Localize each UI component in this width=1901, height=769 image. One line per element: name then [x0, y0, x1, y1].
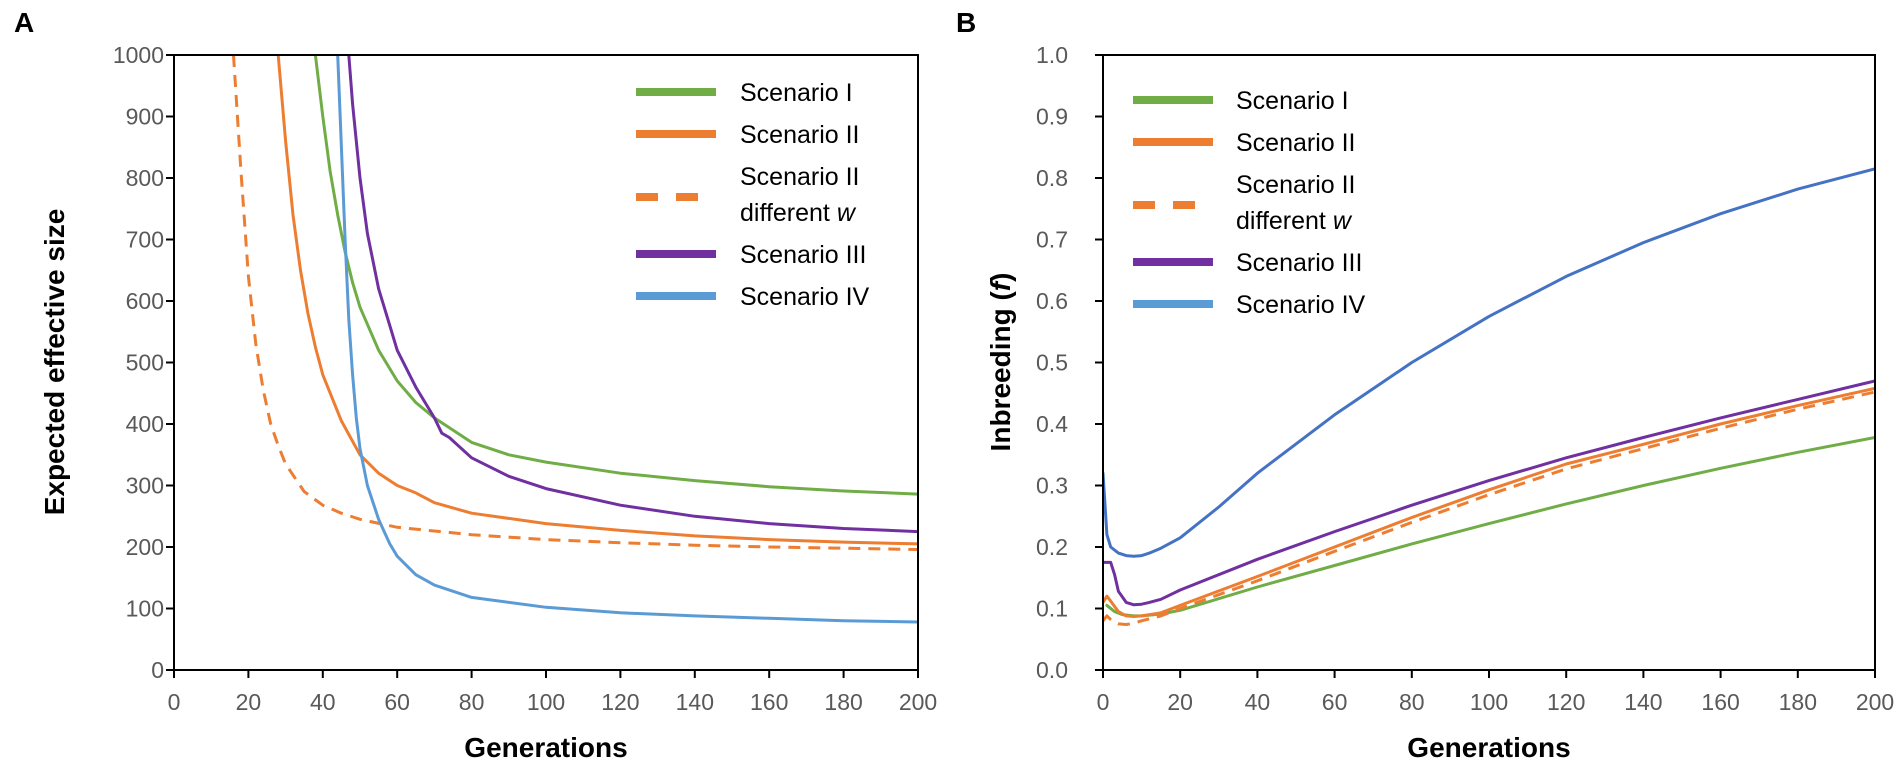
- panel-b-y-axis-title-end: ): [985, 273, 1016, 282]
- panel-a-x-tick-label: 0: [168, 689, 181, 715]
- panel-b-x-tick-label: 100: [1470, 689, 1508, 715]
- panel-a-y-tick-label: 700: [126, 227, 164, 253]
- panel-b-y-tick-label: 0.1: [1036, 596, 1068, 622]
- panel-b-y-tick-label: 0.0: [1036, 657, 1068, 683]
- panel-b-letter: B: [956, 7, 976, 38]
- panel-a-x-tick-label: 60: [384, 689, 410, 715]
- panel-a-x-tick-label: 180: [824, 689, 862, 715]
- panel-b-y-tick-label: 0.9: [1036, 104, 1068, 130]
- panel-a-x-tick-label: 120: [601, 689, 639, 715]
- panel-b-legend-label: Scenario II: [1236, 129, 1356, 157]
- panel-b-y-axis-title-start: Inbreeding (: [985, 291, 1016, 452]
- panel-a-y-tick-label: 500: [126, 350, 164, 376]
- panel-b-x-tick-label: 120: [1547, 689, 1585, 715]
- panel-b-series-scenario-iv: [1103, 167, 1875, 558]
- panel-b-x-tick-label: 20: [1167, 689, 1193, 715]
- panel-b-x-tick-label: 180: [1779, 689, 1817, 715]
- panel-a-legend-label: Scenario I: [740, 79, 853, 107]
- panel-a-letter: A: [14, 7, 34, 38]
- panel-a-x-tick-label: 20: [236, 689, 262, 715]
- panel-b-legend-label-line2: different w: [1236, 207, 1353, 235]
- panel-a-legend-label: Scenario III: [740, 241, 866, 269]
- panel-b-x-axis-title: Generations: [1407, 732, 1570, 763]
- panel-a-x-tick-label: 160: [750, 689, 788, 715]
- panel-b: B 0.0 0.1 0.2 0.3 0.4 0.5 0.6 0.7 0.8 0.9 1.0 0 20 40…: [956, 7, 1894, 763]
- panel-a: A 0 100 200 300 400 500 600 700 800 900 1000 0 20 40 6…: [14, 7, 937, 763]
- panel-a-y-tick-label: 1000: [113, 42, 164, 68]
- panel-a-x-tick-label: 100: [527, 689, 565, 715]
- panel-a-x-tick-label: 40: [310, 689, 336, 715]
- panel-a-series-scenario-iii: [347, 55, 918, 534]
- panel-a-series-scenario-iv: [336, 55, 918, 624]
- panel-b-y-tick-label: 0.8: [1036, 165, 1068, 191]
- panel-b-series-scenario-iii: [1103, 379, 1875, 607]
- panel-a-y-axis-title: Expected effective size: [39, 209, 70, 516]
- panel-a-y-tick-label: 100: [126, 596, 164, 622]
- panel-a-y-tick-label: 600: [126, 288, 164, 314]
- panel-b-y-tick-label: 0.5: [1036, 350, 1068, 376]
- panel-a-legend-label: Scenario II: [740, 163, 860, 191]
- panel-b-x-tick-label: 200: [1856, 689, 1894, 715]
- panel-a-x-tick-label: 80: [459, 689, 485, 715]
- panel-b-x-tick-label: 0: [1097, 689, 1110, 715]
- panel-b-legend-label: Scenario IV: [1236, 291, 1366, 319]
- panel-a-y-tick-label: 300: [126, 473, 164, 499]
- panel-b-y-axis-title: Inbreeding (f): [985, 273, 1016, 452]
- panel-b-x-tick-label: 40: [1245, 689, 1271, 715]
- panel-a-x-tick-label: 140: [676, 689, 714, 715]
- panel-b-x-tick-label: 80: [1399, 689, 1425, 715]
- panel-b-legend-label: Scenario III: [1236, 249, 1362, 277]
- panel-b-y-tick-label: 0.7: [1036, 227, 1068, 253]
- panel-a-series-scenario-ii: [276, 55, 918, 546]
- panel-b-y-axis-title-italic: f: [985, 279, 1016, 291]
- panel-a-y-tick-label: 800: [126, 165, 164, 191]
- panel-b-series-scenario-ii-different-w: [1103, 390, 1875, 626]
- panel-b-y-tick-label: 0.6: [1036, 288, 1068, 314]
- panel-a-y-tick-label: 900: [126, 104, 164, 130]
- panel-a-y-tick-label: 200: [126, 534, 164, 560]
- panel-b-y-tick-label: 1.0: [1036, 42, 1068, 68]
- panel-a-legend-label: Scenario II: [740, 121, 860, 149]
- panel-a-x-axis-title: Generations: [464, 732, 627, 763]
- panel-b-y-tick-label: 0.3: [1036, 473, 1068, 499]
- panel-b-plot-frame: [1102, 54, 1876, 671]
- panel-a-series-scenario-i: [313, 55, 918, 496]
- panel-b-series-scenario-ii: [1103, 386, 1875, 618]
- panel-b-x-tick-label: 140: [1624, 689, 1662, 715]
- panel-b-y-tick-label: 0.2: [1036, 534, 1068, 560]
- panel-a-series-scenario-ii-different-w: [232, 55, 918, 551]
- panel-b-legend-label: Scenario I: [1236, 87, 1349, 115]
- panel-a-x-tick-label: 200: [899, 689, 937, 715]
- panel-b-y-tick-label: 0.4: [1036, 411, 1068, 437]
- panel-a-y-tick-label: 0: [151, 657, 164, 683]
- panel-b-x-tick-label: 160: [1701, 689, 1739, 715]
- panel-b-x-tick-label: 60: [1322, 689, 1348, 715]
- panel-b-legend-label: Scenario II: [1236, 171, 1356, 199]
- panel-a-legend-label: Scenario IV: [740, 283, 870, 311]
- panel-a-y-tick-label: 400: [126, 411, 164, 437]
- panel-a-legend-label-line2: different w: [740, 199, 857, 227]
